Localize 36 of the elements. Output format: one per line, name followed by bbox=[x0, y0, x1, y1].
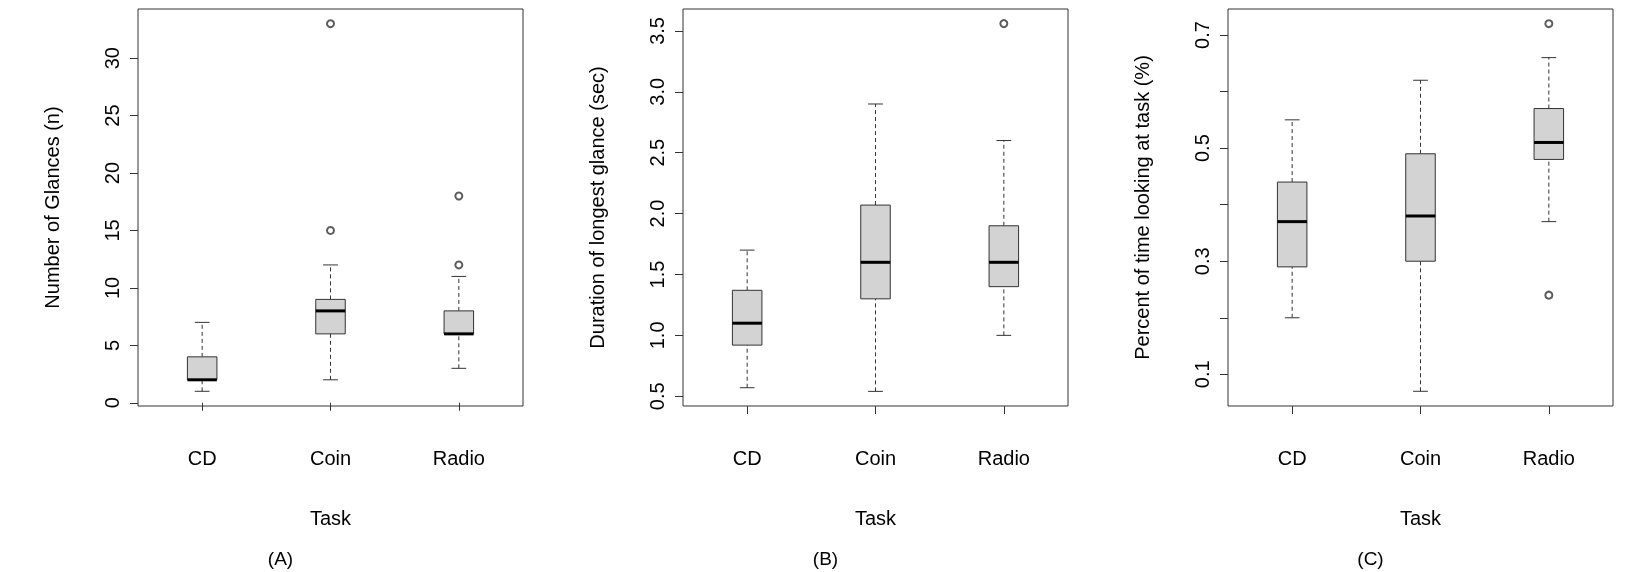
x-tick-label: CD bbox=[187, 447, 217, 469]
x-tick-label: Radio bbox=[977, 447, 1030, 469]
y-tick-label: 2.0 bbox=[646, 199, 668, 228]
y-tick-label: 10 bbox=[101, 276, 123, 300]
x-axis-title: Task bbox=[1399, 507, 1443, 529]
y-tick-label: 1.5 bbox=[646, 260, 668, 289]
x-tick-label: CD bbox=[732, 447, 762, 469]
y-tick-label: 0.3 bbox=[1191, 247, 1213, 276]
y-tick-label: 0.7 bbox=[1191, 21, 1213, 49]
text: (B) bbox=[812, 548, 839, 569]
x-tick-label: Coin bbox=[854, 447, 897, 469]
x-tick-label: Radio bbox=[1522, 447, 1575, 469]
x-tick-label: Radio bbox=[432, 447, 485, 469]
y-axis-title: Percent of time looking at task (%) bbox=[1131, 55, 1153, 360]
y-tick-label: 0.5 bbox=[646, 382, 668, 411]
text: (A) bbox=[267, 548, 294, 569]
y-tick-label: 0.1 bbox=[1191, 360, 1213, 389]
x-tick-label: Coin bbox=[309, 447, 352, 469]
y-tick-label: 0.5 bbox=[1191, 134, 1213, 163]
y-tick-label: 25 bbox=[101, 104, 123, 127]
y-tick-label: 20 bbox=[101, 161, 123, 185]
x-tick-label: CD bbox=[1277, 447, 1307, 469]
text: (C) bbox=[1357, 548, 1384, 569]
y-tick-label: 30 bbox=[101, 47, 123, 70]
y-axis-title: Duration of longest glance (sec) bbox=[586, 66, 608, 349]
x-tick-label: Coin bbox=[1399, 447, 1442, 469]
x-axis-title: Task bbox=[854, 507, 898, 529]
y-tick-label: 0 bbox=[101, 397, 123, 409]
y-tick-label: 5 bbox=[101, 339, 123, 351]
y-tick-label: 1.0 bbox=[646, 321, 668, 350]
x-axis-title: Task bbox=[309, 507, 353, 529]
y-axis-title: Number of Glances (n) bbox=[41, 106, 63, 309]
y-tick-label: 3.5 bbox=[646, 17, 668, 45]
y-tick-label: 15 bbox=[101, 219, 123, 242]
y-tick-label: 2.5 bbox=[646, 138, 668, 167]
y-tick-label: 3.0 bbox=[646, 77, 668, 106]
